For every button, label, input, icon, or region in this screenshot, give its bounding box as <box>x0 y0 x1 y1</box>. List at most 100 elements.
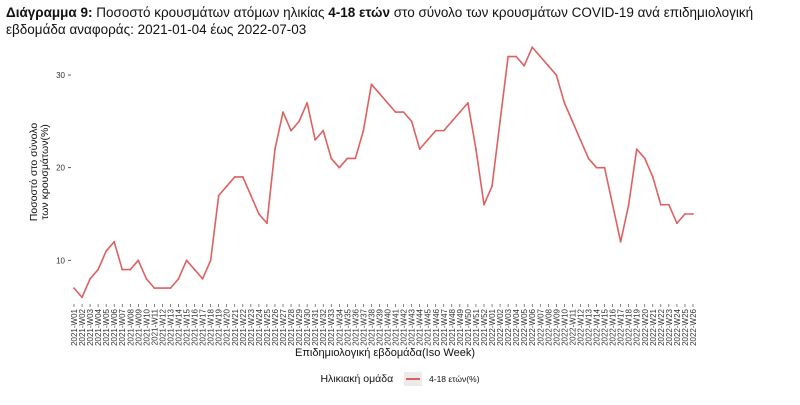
x-axis-title: Επιδημιολογική εβδομάδα(Iso Week) <box>295 347 475 359</box>
x-tick-label: 2022-W16 <box>609 308 618 345</box>
x-tick-label: 2021-W37 <box>359 308 368 345</box>
x-tick-label: 2021-W24 <box>255 308 264 345</box>
x-tick-label: 2022-W12 <box>576 308 585 345</box>
x-tick-label: 2022-W01 <box>488 308 497 345</box>
x-tick-label: 2021-W47 <box>440 308 449 345</box>
y-tick-label: 30 <box>56 71 65 80</box>
data-point <box>161 287 164 290</box>
x-tick-label: 2021-W27 <box>279 308 288 345</box>
x-axis: 2021-W01 2021-W02 2021-W03 2021-W04 2021-W05… <box>70 304 698 346</box>
x-tick-label: 2021-W25 <box>263 308 272 345</box>
data-point <box>692 213 694 215</box>
x-tick-label: 2021-W32 <box>319 308 328 345</box>
data-point <box>418 148 421 151</box>
data-point <box>217 194 220 197</box>
data-point <box>659 203 662 206</box>
data-point <box>643 157 646 160</box>
data-point <box>386 101 389 104</box>
data-point <box>113 240 116 243</box>
x-tick-label: 2021-W01 <box>70 308 79 345</box>
x-tick-label: 2021-W40 <box>384 308 393 345</box>
x-tick-label: 2021-W49 <box>456 308 465 345</box>
y-tick-label: 20 <box>56 164 65 173</box>
data-point <box>531 46 534 49</box>
data-point <box>667 203 670 206</box>
data-point <box>483 203 485 206</box>
series-layer <box>73 46 694 299</box>
title-text-1: Ποσοστό κρουσμάτων ατόμων ηλικίας <box>92 5 329 20</box>
data-point <box>434 129 437 132</box>
y-axis-title-line: των κρουσμάτων(%) <box>39 124 51 220</box>
x-tick-label: 2022-W14 <box>593 308 602 345</box>
data-point <box>266 222 268 225</box>
data-point <box>458 111 461 114</box>
data-point <box>603 166 606 169</box>
data-point <box>185 259 188 262</box>
title-lead: Διάγραμμα 9: <box>6 5 93 20</box>
data-point <box>515 55 518 58</box>
data-point <box>201 277 204 280</box>
data-point <box>410 120 413 123</box>
data-point <box>129 268 132 271</box>
data-point <box>89 277 91 280</box>
x-tick-label: 2021-W35 <box>343 308 352 345</box>
legend-line-key <box>404 372 423 386</box>
x-tick-label: 2022-W11 <box>568 308 577 345</box>
x-tick-label: 2021-W34 <box>335 308 344 345</box>
data-point <box>426 138 429 141</box>
line-chart: Ποσοστό στο σύνολο των κρουσμάτων(%) 10 20… <box>28 46 698 359</box>
data-point <box>571 120 574 123</box>
data-point <box>137 259 140 262</box>
x-tick-label: 2021-W16 <box>191 308 200 345</box>
x-tick-label: 2022-W20 <box>641 308 650 345</box>
data-point <box>563 101 566 104</box>
data-point <box>523 64 526 67</box>
series-line <box>73 46 693 299</box>
data-point <box>684 213 686 215</box>
title-text-2: στο σύνολο των κρουσμάτων COVID-19 ανά ε… <box>6 5 754 37</box>
x-tick-label: 2021-W48 <box>448 308 457 345</box>
x-tick-label: 2021-W02 <box>78 308 87 345</box>
data-point <box>370 83 373 86</box>
data-point <box>475 148 477 151</box>
x-tick-label: 2021-W43 <box>408 308 417 345</box>
data-point <box>579 138 582 141</box>
data-point <box>635 148 638 151</box>
y-tick-label: 10 <box>56 256 65 265</box>
data-point <box>507 55 510 58</box>
data-point <box>169 287 172 290</box>
data-point <box>338 166 341 169</box>
data-point <box>225 185 228 188</box>
x-tick-label: 2021-W51 <box>472 308 481 345</box>
x-tick-label: 2021-W52 <box>480 308 489 345</box>
x-tick-label: 2022-W18 <box>625 308 634 345</box>
x-tick-label: 2021-W11 <box>150 308 159 345</box>
legend-title: Ηλικιακή ομάδα <box>320 372 394 385</box>
x-tick-label: 2021-W44 <box>416 308 425 345</box>
x-tick-label: 2021-W05 <box>102 308 111 345</box>
data-point <box>499 120 501 123</box>
x-tick-label: 2021-W10 <box>142 308 151 345</box>
x-tick-label: 2021-W26 <box>271 308 280 345</box>
data-point <box>394 111 397 114</box>
x-tick-label: 2021-W17 <box>199 308 208 345</box>
data-point <box>121 268 124 271</box>
data-point <box>193 268 196 271</box>
x-tick-label: 2022-W24 <box>673 308 682 345</box>
x-tick-label: 2021-W45 <box>424 308 433 345</box>
title-bold: 4-18 ετών <box>328 5 390 20</box>
data-point <box>241 176 244 178</box>
x-tick-label: 2022-W07 <box>536 308 545 345</box>
data-point <box>651 176 654 178</box>
x-tick-label: 2022-W09 <box>552 308 561 345</box>
x-tick-label: 2022-W03 <box>504 308 513 345</box>
data-point <box>298 120 300 123</box>
data-point <box>547 64 550 67</box>
data-point <box>306 101 309 104</box>
data-point <box>257 213 260 215</box>
legend-item: 4-18 ετών(%) <box>429 374 480 384</box>
x-tick-label: 2021-W33 <box>327 308 336 345</box>
data-point <box>233 176 236 178</box>
x-tick-label: 2022-W10 <box>560 308 569 345</box>
x-tick-label: 2021-W21 <box>231 308 240 345</box>
